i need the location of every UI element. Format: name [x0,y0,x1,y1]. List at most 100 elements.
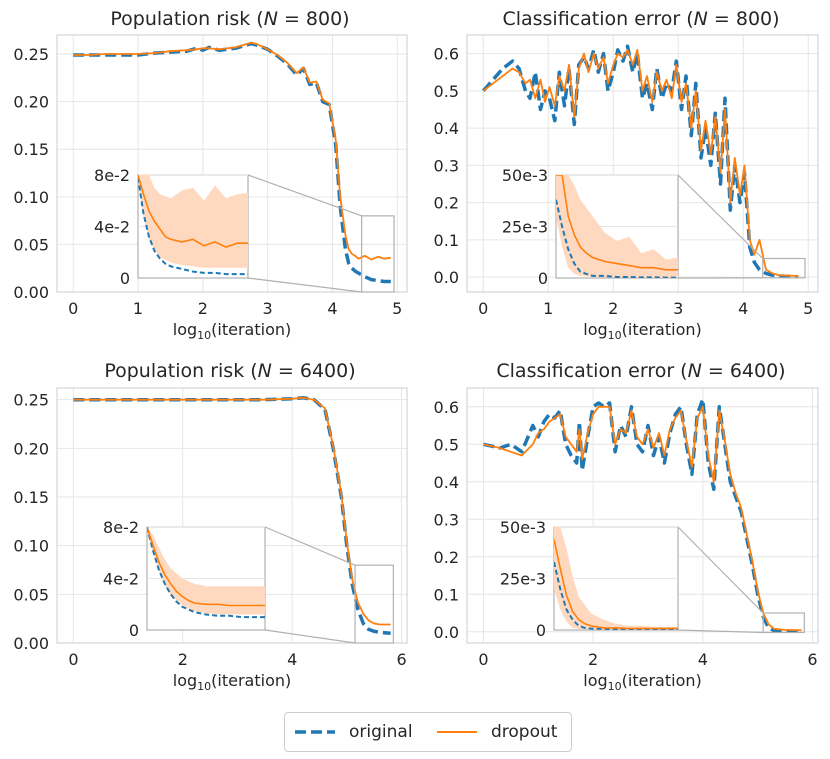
inset-y-tick-label: 0 [129,621,139,640]
x-tick-label: 2 [198,299,208,318]
inset: 0 25e-3 50e-3 [500,518,679,640]
zoom-region-box [762,612,805,634]
plot-frame [56,34,408,293]
inset-y-tick-label: 8e-2 [103,518,139,537]
chart-title: Population risk (N = 800) [110,8,349,30]
x-tick-label: 0 [68,650,78,669]
x-tick-label: 2 [178,650,188,669]
inset-y-tick-label: 50e-3 [502,166,548,185]
y-tick-label: 0.20 [13,93,49,112]
y-tick-label: 0.4 [434,473,459,492]
panel-1: 0 1 2 3 4 50.000.050.100.150.200.25Population… [13,8,408,342]
panel-3: 0 2 4 6 0.00 0.05 0.10 0.15 0.20 0.25 Population r… [13,360,408,693]
y-tick-label: 0.3 [434,156,459,175]
x-tick-label: 0 [68,299,78,318]
x-tick-label: 3 [673,299,683,318]
x-tick-label: 1 [543,299,553,318]
y-tick-label: 0.3 [434,510,459,529]
y-tick-label: 0.0 [434,623,459,642]
legend-item-dropout: dropout [435,721,557,743]
series-dropout-line [73,396,391,626]
x-tick-label: 4 [698,650,708,669]
zoom-connector-bottom [247,277,362,293]
inset-dropout-band [147,527,265,615]
inset-series-dropout-line [138,175,248,248]
x-tick-label: 2 [608,299,618,318]
inset-y-tick-label: 4e-2 [94,218,130,237]
inset-y-tick-label: 4e-2 [103,570,139,589]
y-tick-label: 0.25 [13,391,49,410]
y-tick-label: 0.15 [13,140,49,159]
x-tick-label: 1 [133,299,143,318]
y-tick-label: 0.00 [13,283,49,302]
legend-label-dropout: dropout [491,722,558,742]
zoom-connector-bottom [264,629,356,644]
x-tick-label: 4 [738,299,748,318]
inset-series-original-line [554,561,678,630]
x-tick-label: 6 [396,650,406,669]
inset-y-tick-label: 0 [120,269,130,288]
inset-series-original-line [556,199,678,278]
y-tick-label: 0.1 [434,231,459,250]
x-tick-label: 6 [807,650,817,669]
inset-y-tick-label: 50e-3 [500,518,546,537]
inset-dropout-band [554,527,678,630]
x-tick-label: 5 [392,299,402,318]
legend-label-original: original [349,722,413,742]
y-tick-label: 0.0 [434,268,459,287]
inset-y-tick-label: 25e-3 [500,570,546,589]
x-tick-label: 0 [478,650,488,669]
plot-frame [56,387,408,644]
x-tick-label: 4 [287,650,297,669]
chart-title: Classification error (N = 800) [502,8,779,30]
y-tick-label: 0.00 [13,634,49,653]
x-axis-label: log10(iteration) [583,671,701,693]
y-tick-label: 0.15 [13,488,49,507]
inset-series-dropout-line [556,175,678,271]
inset: 0 4e-2 8e-2 [94,166,249,288]
y-tick-label: 0.05 [13,585,49,604]
inset-y-tick-label: 0 [536,621,546,640]
inset-y-tick-label: 8e-2 [94,166,130,185]
panel-4: 0 2 4 6 0.0 0.1 0.2 0.3 0.4 0.5 0.6 Classification … [434,360,819,693]
zoom-connector-top [677,174,764,259]
x-axis-label: log10(iteration) [583,320,701,342]
legend-swatch-dropout [437,731,477,733]
y-tick-label: 0.2 [434,194,459,213]
zoom-region-box [354,564,394,644]
y-tick-label: 0.10 [13,188,49,207]
inset-y-tick-label: 25e-3 [502,218,548,237]
x-axis-label: log10(iteration) [173,671,291,693]
plot-frame [466,34,819,293]
y-tick-label: 0.10 [13,537,49,556]
x-axis-label: log10(iteration) [173,320,291,342]
y-tick-label: 0.20 [13,439,49,458]
zoom-region-box [361,215,395,293]
zoom-connector-top [677,526,764,614]
legend-item-original: original [293,721,413,743]
x-tick-label: 3 [263,299,273,318]
x-tick-label: 4 [327,299,337,318]
plot-frame [466,387,819,644]
y-tick-label: 0.25 [13,45,49,64]
panel-2: 0 1 2 3 4 5 0.0 0.1 0.2 0.3 0.4 0.5 0.6 Classificatio… [434,8,819,342]
x-tick-label: 5 [803,299,813,318]
x-tick-label: 2 [588,650,598,669]
series-original-line [481,44,799,279]
chart-title: Population risk (N = 6400) [104,360,355,382]
y-tick-label: 0.6 [434,45,459,64]
y-tick-label: 0.1 [434,585,459,604]
zoom-region-box [762,257,806,279]
y-tick-label: 0.4 [434,119,459,138]
series-dropout-line [483,405,802,632]
inset-dropout-band [556,175,678,278]
legend: original dropout [284,712,572,752]
inset-series-dropout-line [147,527,265,607]
inset-series-original-line [147,527,265,619]
y-tick-label: 0.5 [434,82,459,101]
y-tick-label: 0.2 [434,548,459,567]
y-tick-label: 0.05 [13,235,49,254]
y-tick-label: 0.5 [434,435,459,454]
inset-series-original-line [138,177,248,276]
inset: 0 4e-2 8e-2 [103,518,266,640]
